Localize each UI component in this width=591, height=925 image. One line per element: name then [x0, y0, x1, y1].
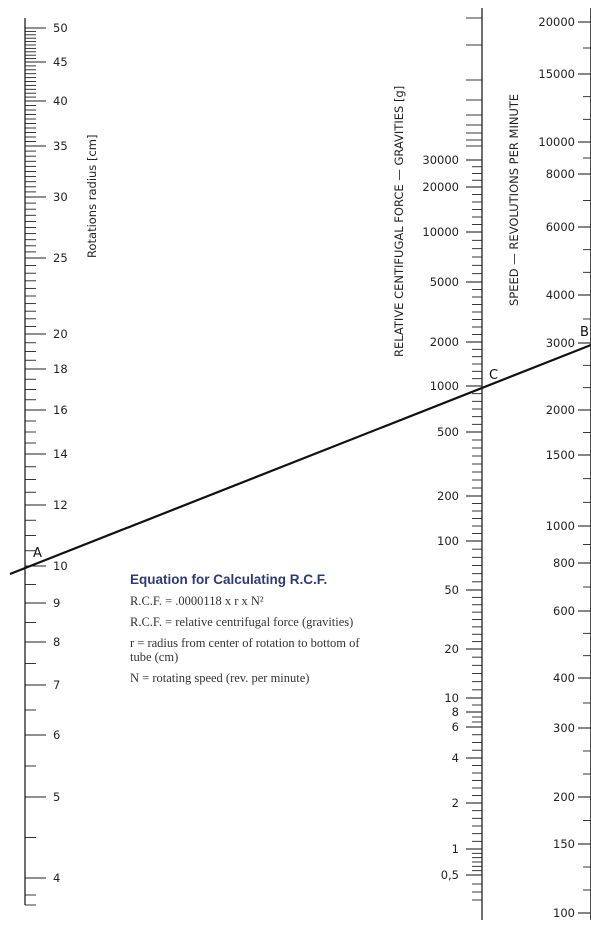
speed-tick-label: 1500 [546, 448, 575, 462]
speed-tick-label: 150 [553, 837, 575, 851]
radius-tick-label: 25 [53, 251, 68, 265]
radius-tick-label: 40 [53, 94, 68, 108]
radius-tick-label: 8 [53, 635, 60, 649]
speed-tick-label: 200 [553, 790, 575, 804]
rcf-tick-label: 8 [452, 705, 459, 719]
rcf-tick-label: 4 [452, 751, 459, 765]
rcf-tick-label: 1 [452, 842, 459, 856]
radius-tick-label: 18 [53, 362, 68, 376]
radius-tick-label: 35 [53, 139, 68, 153]
rcf-tick-label: 50 [444, 583, 459, 597]
rcf-tick-label: 20000 [422, 180, 459, 194]
radius-tick-label: 5 [53, 790, 60, 804]
point-c-label: C [489, 368, 498, 383]
speed-tick-label: 3000 [546, 336, 575, 350]
speed-tick-label: 800 [553, 556, 575, 570]
radius-tick-label: 20 [53, 327, 68, 341]
rcf-tick-label: 100 [437, 534, 459, 548]
radius-tick-label: 16 [53, 403, 68, 417]
radius-tick-label: 9 [53, 596, 60, 610]
speed-tick-label: 300 [553, 721, 575, 735]
speed-tick-label: 6000 [546, 220, 575, 234]
speed-scale-title: SPEED — REVOLUTIONS PER MINUTE [507, 94, 521, 306]
rcf-tick-label: 6 [452, 720, 459, 734]
definition-rcf: R.C.F. = relative centrifugal force (gra… [130, 615, 354, 629]
speed-scale: 20000 15000 10000 8000 6000 4000 3000 2000 1500 1… [538, 8, 591, 920]
equation-title: Equation for Calculating R.C.F. [130, 572, 328, 587]
definition-radius: r = radius from center of rotation to bo… [130, 636, 360, 664]
rcf-scale-title: RELATIVE CENTIFUGAL FORCE — GRAVITIES [g… [392, 86, 406, 357]
speed-tick-label: 2000 [546, 403, 575, 417]
equation-formula: R.C.F. = .0000118 x r x N² [130, 594, 264, 608]
reading-line [9, 343, 591, 576]
rcf-tick-label: 500 [437, 425, 459, 439]
speed-tick-label: 600 [553, 604, 575, 618]
equation-box: Equation for Calculating R.C.F. R.C.F. =… [130, 572, 430, 692]
speed-tick-label: 1000 [546, 519, 575, 533]
rcf-tick-label: 2000 [430, 335, 459, 349]
speed-tick-label: 15000 [538, 67, 575, 81]
radius-tick-label: 7 [53, 678, 60, 692]
rcf-tick-label: 5000 [430, 275, 459, 289]
radius-scale: 50 45 40 35 30 25 20 18 16 14 12 10 9 8 7 6 5 4 [24, 18, 68, 906]
radius-tick-label: 12 [53, 498, 68, 512]
radius-tick-label: 4 [53, 871, 60, 885]
radius-tick-label: 30 [53, 190, 68, 204]
rcf-tick-label: 2 [452, 796, 459, 810]
rcf-tick-label: 1000 [430, 379, 459, 393]
rcf-scale: 3000020000100005000200010005002001005020… [422, 8, 483, 920]
radius-tick-label: 45 [53, 55, 68, 69]
rcf-tick-label: 30000 [422, 153, 459, 167]
radius-tick-label: 6 [53, 728, 60, 742]
speed-tick-label: 4000 [546, 288, 575, 302]
radius-tick-label: 10 [53, 559, 68, 573]
speed-tick-label: 20000 [538, 15, 575, 29]
speed-tick-label: 8000 [546, 167, 575, 181]
speed-tick-label: 10000 [538, 135, 575, 149]
point-a-label: A [33, 546, 42, 561]
radius-scale-title: Rotations radius [cm] [85, 135, 99, 258]
speed-tick-label: 100 [553, 906, 575, 920]
point-b-label: B [580, 325, 589, 340]
radius-tick-label: 50 [53, 21, 68, 35]
rcf-tick-label: 20 [444, 642, 459, 656]
speed-tick-label: 400 [553, 671, 575, 685]
rcf-tick-label: 10000 [422, 225, 459, 239]
rcf-tick-label: 10 [444, 691, 459, 705]
rcf-tick-label: 200 [437, 489, 459, 503]
rcf-tick-label: 0,5 [441, 868, 459, 882]
definition-speed: N = rotating speed (rev. per minute) [130, 671, 310, 685]
radius-tick-label: 14 [53, 447, 68, 461]
